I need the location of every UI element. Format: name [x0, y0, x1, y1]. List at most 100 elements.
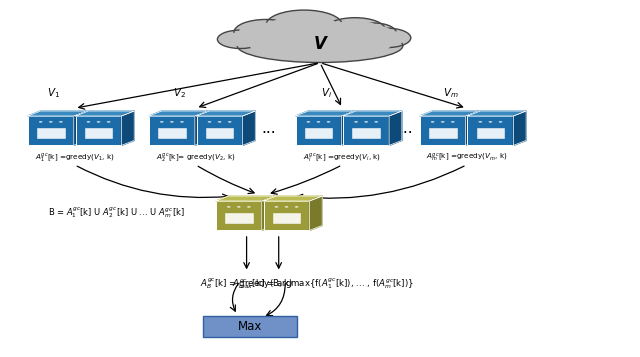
Polygon shape [264, 196, 322, 201]
Ellipse shape [160, 121, 164, 123]
FancyBboxPatch shape [343, 116, 389, 145]
Ellipse shape [218, 30, 263, 49]
Polygon shape [28, 111, 86, 116]
Polygon shape [466, 111, 478, 145]
FancyBboxPatch shape [37, 127, 65, 139]
Text: $A_i^{gc}$[k] =greedy($V_i$, k): $A_i^{gc}$[k] =greedy($V_i$, k) [303, 152, 381, 164]
Polygon shape [195, 111, 207, 145]
Text: $A_B^{gc}$[k] = greedy(B, k): $A_B^{gc}$[k] = greedy(B, k) [200, 276, 293, 291]
Ellipse shape [39, 121, 42, 123]
FancyBboxPatch shape [420, 116, 466, 145]
Text: $A_{max}^{gc}$[k] = argmax{f($A_1^{gc}$[k]), ... , f($A_m^{gc}$[k])}: $A_{max}^{gc}$[k] = argmax{f($A_1^{gc}$[… [232, 276, 414, 291]
Ellipse shape [451, 121, 454, 123]
Polygon shape [310, 196, 322, 230]
Ellipse shape [374, 121, 378, 123]
FancyBboxPatch shape [273, 213, 300, 223]
Ellipse shape [363, 28, 411, 47]
Ellipse shape [275, 206, 278, 208]
FancyBboxPatch shape [76, 116, 122, 145]
Ellipse shape [250, 33, 390, 58]
FancyBboxPatch shape [149, 116, 195, 145]
FancyBboxPatch shape [28, 116, 74, 145]
Ellipse shape [441, 121, 445, 123]
FancyBboxPatch shape [467, 116, 513, 145]
Ellipse shape [355, 26, 393, 41]
Polygon shape [296, 111, 354, 116]
FancyBboxPatch shape [305, 127, 332, 139]
Ellipse shape [330, 21, 381, 39]
Text: V: V [314, 35, 326, 53]
Ellipse shape [352, 23, 396, 44]
Ellipse shape [237, 29, 403, 62]
FancyBboxPatch shape [477, 127, 504, 139]
Ellipse shape [107, 121, 111, 123]
Polygon shape [243, 111, 255, 145]
Ellipse shape [227, 206, 230, 208]
FancyBboxPatch shape [84, 127, 113, 139]
FancyBboxPatch shape [264, 201, 310, 230]
Ellipse shape [59, 121, 63, 123]
FancyBboxPatch shape [158, 127, 186, 139]
Polygon shape [341, 111, 354, 145]
Ellipse shape [218, 121, 221, 123]
Ellipse shape [228, 121, 232, 123]
Ellipse shape [247, 206, 251, 208]
Ellipse shape [97, 121, 100, 123]
Ellipse shape [285, 206, 289, 208]
Polygon shape [216, 196, 275, 201]
Polygon shape [149, 111, 207, 116]
Ellipse shape [234, 19, 298, 45]
Polygon shape [420, 111, 478, 116]
FancyBboxPatch shape [352, 127, 380, 139]
Ellipse shape [479, 121, 482, 123]
Polygon shape [122, 111, 134, 145]
Polygon shape [196, 111, 255, 116]
Polygon shape [467, 111, 526, 116]
FancyBboxPatch shape [196, 116, 243, 145]
Ellipse shape [221, 32, 260, 46]
Polygon shape [343, 111, 402, 116]
Ellipse shape [326, 121, 330, 123]
Text: $A_1^{gc}$[k] =greedy($V_1$, k): $A_1^{gc}$[k] =greedy($V_1$, k) [35, 152, 115, 164]
Ellipse shape [271, 14, 337, 36]
Text: $V_2$: $V_2$ [173, 86, 186, 100]
Ellipse shape [295, 206, 298, 208]
Polygon shape [262, 196, 275, 230]
Ellipse shape [488, 121, 492, 123]
Ellipse shape [317, 121, 320, 123]
Ellipse shape [354, 121, 358, 123]
Polygon shape [74, 111, 86, 145]
Text: Max: Max [237, 320, 262, 333]
FancyBboxPatch shape [225, 213, 253, 223]
Ellipse shape [180, 121, 184, 123]
Ellipse shape [307, 121, 310, 123]
Ellipse shape [364, 121, 368, 123]
Ellipse shape [170, 121, 173, 123]
Polygon shape [513, 111, 526, 145]
Text: ...: ... [262, 121, 276, 136]
FancyBboxPatch shape [203, 316, 297, 337]
FancyBboxPatch shape [216, 201, 262, 230]
Polygon shape [76, 111, 134, 116]
Ellipse shape [86, 121, 90, 123]
FancyBboxPatch shape [296, 116, 341, 145]
Ellipse shape [266, 10, 342, 40]
FancyBboxPatch shape [205, 127, 234, 139]
Ellipse shape [367, 31, 407, 45]
Polygon shape [389, 111, 402, 145]
Ellipse shape [324, 18, 385, 42]
Ellipse shape [431, 121, 435, 123]
Text: ...: ... [399, 121, 413, 136]
Ellipse shape [49, 121, 52, 123]
Ellipse shape [239, 22, 293, 42]
Text: $V_1$: $V_1$ [47, 86, 61, 100]
Ellipse shape [499, 121, 502, 123]
Ellipse shape [207, 121, 211, 123]
Text: B = $A_1^{gc}$[k] U $A_2^{gc}$[k] U ... U $A_m^{gc}$[k]: B = $A_1^{gc}$[k] U $A_2^{gc}$[k] U ... … [48, 205, 184, 220]
FancyBboxPatch shape [429, 127, 456, 139]
Text: $A_m^{gc}$[k] =greedy($V_m$, k): $A_m^{gc}$[k] =greedy($V_m$, k) [426, 152, 508, 164]
Text: $A_2^{gc}$[k]= greedy($V_2$, k): $A_2^{gc}$[k]= greedy($V_2$, k) [156, 152, 236, 164]
Text: $V_i$: $V_i$ [321, 86, 332, 100]
Text: $V_m$: $V_m$ [443, 86, 458, 100]
Ellipse shape [237, 206, 241, 208]
